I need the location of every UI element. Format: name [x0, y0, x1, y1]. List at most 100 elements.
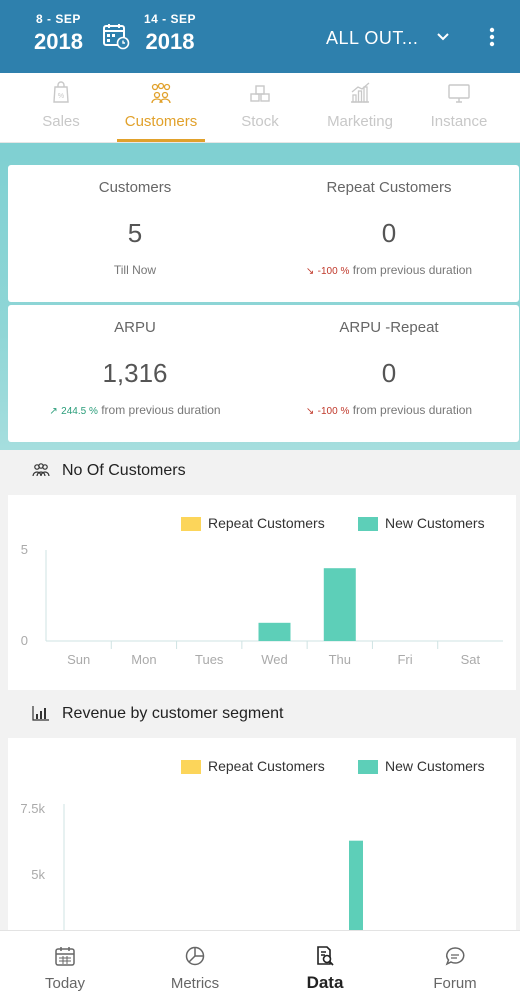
tab-instance[interactable]: Instance	[409, 73, 509, 143]
metric-customers-value: 5	[127, 218, 143, 248]
y-tick-label: 7.5k	[20, 801, 45, 816]
metric-arpu-repeat-change: -100 %	[317, 406, 350, 417]
svg-text:%: %	[58, 93, 64, 100]
data-search-icon	[317, 946, 334, 966]
metric-arpu-repeat-sub: from previous duration	[352, 403, 473, 417]
section-header-no-of-customers: No Of Customers	[0, 450, 520, 492]
date-end-year: 2018	[145, 29, 195, 54]
active-tab-indicator	[117, 139, 205, 142]
metrics-card-customers: Customers 5 Till Now Repeat Customers 0 …	[8, 165, 519, 302]
bottom-navigation: Today Metrics Data Forum	[0, 930, 520, 1000]
metric-arpu-repeat-change-row: ↘ -100 % from previous duration	[264, 403, 514, 417]
nav-metrics[interactable]: Metrics	[130, 931, 260, 1000]
nav-forum-label: Forum	[433, 975, 477, 992]
tab-stock-label: Stock	[241, 113, 279, 130]
x-tick-label: Mon	[131, 652, 156, 667]
metric-arpu-title: ARPU	[114, 319, 156, 336]
tab-stock[interactable]: Stock	[210, 73, 310, 143]
stock-boxes-icon	[250, 85, 270, 102]
section-title-revenue-segment: Revenue by customer segment	[62, 705, 284, 722]
sales-tag-icon: %	[53, 81, 69, 103]
x-tick-label: Wed	[261, 652, 288, 667]
metric-customers-sub: Till Now	[113, 263, 157, 277]
metric-repeat-change-row: ↘ -100 % from previous duration	[264, 263, 514, 277]
tab-instance-label: Instance	[430, 113, 488, 130]
legend-swatch-repeat	[181, 517, 201, 531]
nav-data-label: Data	[306, 973, 344, 992]
legend-label-new: New Customers	[385, 515, 485, 531]
section-header-revenue-segment: Revenue by customer segment	[0, 693, 520, 735]
legend-swatch-repeat	[181, 760, 201, 774]
top-app-bar: 8 - SEP 2018 14 - SEP 2018 ALL OUT...	[0, 0, 520, 73]
customers-group-icon	[151, 82, 171, 104]
date-start[interactable]: 8 - SEP 2018	[34, 12, 83, 55]
nav-forum[interactable]: Forum	[390, 931, 520, 1000]
date-start-year: 2018	[34, 29, 83, 54]
legend-swatch-new	[358, 517, 378, 531]
x-tick-label: Fri	[397, 652, 412, 667]
metric-repeat-change: -100 %	[317, 266, 350, 277]
trend-down-icon: ↘	[305, 266, 315, 277]
calendar-icon[interactable]	[102, 22, 130, 50]
metric-arpu-sub: from previous duration	[101, 403, 221, 417]
category-tabs: % Sales Customers Stock	[0, 73, 520, 143]
trend-down-icon: ↘	[305, 406, 315, 417]
bar-new	[258, 622, 291, 641]
legend-label-repeat: Repeat Customers	[208, 758, 325, 774]
metric-customers: Customers 5 Till Now	[10, 179, 260, 277]
legend-label-repeat: Repeat Customers	[208, 515, 325, 531]
y-tick-label: 0	[21, 633, 28, 648]
tab-marketing-label: Marketing	[327, 113, 393, 130]
more-vert-icon[interactable]	[482, 26, 502, 48]
bar-chart-icon	[32, 706, 49, 721]
instance-monitor-icon	[448, 84, 470, 103]
chart-card-revenue-segment: Repeat Customers New Customers 5k 7.5k	[8, 738, 516, 930]
tab-marketing[interactable]: Marketing	[310, 73, 410, 143]
metric-repeat-value: 0	[381, 218, 397, 248]
metric-arpu: ARPU 1,316 ↗ 244.5 % from previous durat…	[10, 319, 260, 417]
customers-bar-chart: 0 5 Sun Mon Tues Wed Thu Fri Sat	[21, 542, 503, 667]
bar-new	[323, 568, 356, 641]
metric-repeat-title: Repeat Customers	[326, 179, 452, 196]
bar-new	[349, 840, 363, 930]
outlet-selector[interactable]: ALL OUT...	[326, 28, 419, 48]
x-tick-label: Tues	[195, 652, 224, 667]
date-end[interactable]: 14 - SEP 2018	[144, 12, 196, 55]
metric-arpu-change-row: ↗ 244.5 % from previous duration	[10, 403, 260, 417]
metric-arpu-repeat: ARPU -Repeat 0 ↘ -100 % from previous du…	[264, 319, 514, 417]
x-tick-label: Thu	[329, 652, 351, 667]
metric-arpu-change: 244.5 %	[61, 406, 98, 417]
revenue-bar-chart: 5k 7.5k	[20, 801, 363, 930]
section-title-no-of-customers: No Of Customers	[62, 462, 186, 479]
metrics-card-arpu: ARPU 1,316 ↗ 244.5 % from previous durat…	[8, 305, 519, 442]
y-tick-label: 5	[21, 542, 28, 557]
metric-arpu-value: 1,316	[102, 358, 168, 388]
x-tick-label: Sat	[461, 652, 481, 667]
nav-data[interactable]: Data	[260, 931, 390, 1000]
metric-arpu-repeat-title: ARPU -Repeat	[339, 319, 439, 336]
tab-sales-label: Sales	[42, 113, 80, 130]
customers-group-icon	[32, 463, 50, 477]
x-tick-label: Sun	[67, 652, 90, 667]
legend-swatch-new	[358, 760, 378, 774]
nav-today-label: Today	[44, 975, 86, 992]
y-tick-label: 5k	[31, 867, 45, 882]
tab-customers[interactable]: Customers	[111, 73, 211, 143]
date-end-day-month: 14 - SEP	[144, 12, 197, 26]
chart-card-no-of-customers: Repeat Customers New Customers 0 5 Sun Mon T…	[8, 495, 516, 690]
metric-repeat-customers: Repeat Customers 0 ↘ -100 % from previou…	[264, 179, 514, 277]
pie-chart-icon	[185, 946, 205, 966]
nav-today[interactable]: Today	[0, 931, 130, 1000]
tab-sales[interactable]: % Sales	[11, 73, 111, 143]
date-start-day-month: 8 - SEP	[36, 12, 81, 26]
metric-repeat-sub: from previous duration	[352, 263, 473, 277]
metric-arpu-repeat-value: 0	[381, 358, 397, 388]
main-content: Customers 5 Till Now Repeat Customers 0 …	[0, 143, 520, 930]
marketing-chart-icon	[351, 82, 370, 103]
chat-bubble-icon	[445, 947, 465, 966]
nav-metrics-label: Metrics	[170, 975, 220, 992]
calendar-today-icon	[55, 947, 75, 966]
chevron-down-icon[interactable]	[434, 30, 452, 44]
trend-up-icon: ↗	[49, 406, 58, 417]
